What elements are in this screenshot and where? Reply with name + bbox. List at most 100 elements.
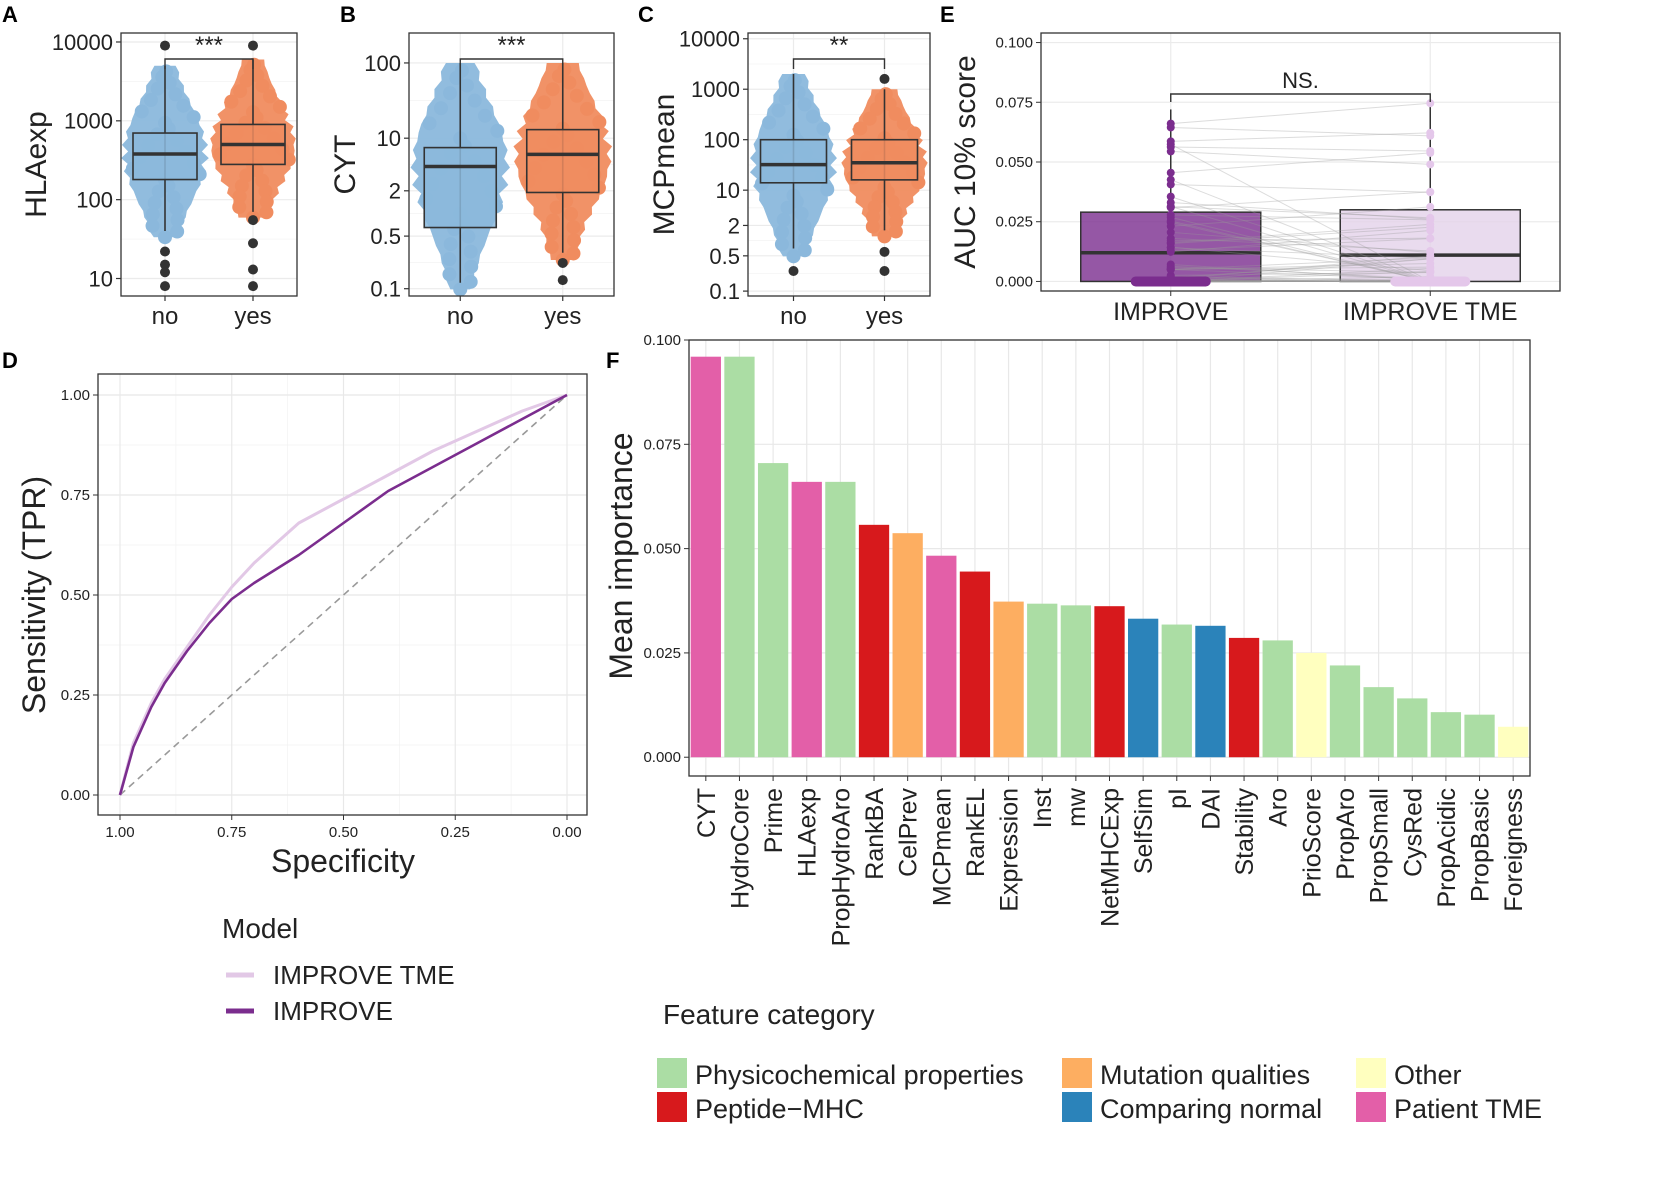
paired-line xyxy=(1170,206,1431,227)
bar-hlaexp xyxy=(791,481,822,758)
x-tick-label: PropAro xyxy=(1332,788,1360,880)
swarm-dot xyxy=(797,218,812,233)
swarm-dot xyxy=(255,173,270,188)
paired-line xyxy=(1170,277,1431,281)
x-tick-label: 0.50 xyxy=(329,824,358,841)
swarm-dot xyxy=(272,99,287,114)
bar-prioscore xyxy=(1296,652,1327,758)
y-tick-label: 0.00 xyxy=(61,787,90,804)
paired-line xyxy=(1170,279,1431,282)
y-tick-label: 0.75 xyxy=(61,487,90,504)
point-improve-tme xyxy=(1426,202,1435,211)
point-cluster-zero xyxy=(1390,276,1471,287)
bar-aro xyxy=(1262,640,1293,758)
y-axis-title: Mean importance xyxy=(603,432,639,679)
swarm-dot xyxy=(170,224,185,239)
swarm-dot xyxy=(145,218,160,233)
legend-label: IMPROVE TME xyxy=(273,960,455,990)
paired-line xyxy=(1170,276,1431,282)
y-tick-label: 0.100 xyxy=(995,35,1033,52)
paired-line xyxy=(1170,214,1431,221)
x-tick-label: 0.00 xyxy=(552,824,581,841)
x-tick-label: RankBA xyxy=(861,788,889,880)
swarm-dot xyxy=(820,182,835,197)
swarm-dot xyxy=(762,115,777,130)
point-cluster-zero xyxy=(1130,276,1211,287)
swarm-dot xyxy=(224,94,239,109)
y-axis-title: Sensitivity (TPR) xyxy=(16,476,52,714)
x-tick-label: 1.00 xyxy=(105,824,134,841)
paired-line xyxy=(1170,226,1431,244)
paired-line xyxy=(1170,258,1431,282)
swarm-dot xyxy=(798,231,813,246)
bar-selfsim xyxy=(1128,618,1159,758)
swarm-dot xyxy=(463,244,478,259)
legend-label: Other xyxy=(1394,1060,1462,1090)
bar-expression xyxy=(993,601,1024,758)
x-tick-label: 0.75 xyxy=(217,824,246,841)
swarm-dot xyxy=(797,97,812,112)
swarm-dot xyxy=(564,207,579,222)
swarm-dot xyxy=(566,246,581,261)
y-tick-label: 0.075 xyxy=(995,94,1033,111)
box-outlier xyxy=(557,257,568,268)
y-tick-label: 0.000 xyxy=(995,273,1033,290)
x-tick-label: PropSmall xyxy=(1366,788,1394,903)
panel-e-auc-boxplot: 0.000 0.025 0.050 0.075 0.100 IMPROVE IMPROVE … xyxy=(949,32,1561,326)
point-improve xyxy=(1166,216,1175,225)
swarm-dot xyxy=(166,190,181,205)
swarm-dot xyxy=(889,214,904,229)
swarm-dot xyxy=(794,206,809,221)
x-tick-label: NetMHCExp xyxy=(1097,788,1125,927)
paired-line xyxy=(1170,221,1431,282)
swarm-dot xyxy=(259,205,274,220)
paired-line xyxy=(1170,126,1431,137)
panel-letter-c: C xyxy=(638,2,654,27)
panel-d-roc-curve: 0.00 0.25 0.50 0.75 1.00 1.00 0.75 0.50 0.25 0.00… xyxy=(16,373,588,1026)
legend-swatch xyxy=(1062,1092,1092,1122)
paired-line xyxy=(1170,231,1431,253)
bar-foreigness xyxy=(1498,726,1529,758)
y-tick-label: 0.025 xyxy=(995,214,1033,231)
box-outlier xyxy=(248,281,258,292)
swarm-dot xyxy=(169,201,184,216)
y-tick-label: 10 xyxy=(89,266,113,291)
paired-line xyxy=(1170,237,1431,242)
box-outlier xyxy=(160,259,170,270)
swarm-dot xyxy=(159,64,174,79)
point-improve xyxy=(1166,137,1175,146)
roc-line-improve-tme xyxy=(118,393,568,796)
legend-swatch xyxy=(1062,1058,1092,1088)
bar-propsmall xyxy=(1363,687,1394,758)
swarm-dot xyxy=(865,219,880,234)
plot-frame xyxy=(120,32,298,297)
paired-line xyxy=(1170,152,1431,174)
swarm-dot xyxy=(791,85,806,100)
y-tick-label: 0.1 xyxy=(709,279,740,304)
y-axis-title: CYT xyxy=(329,135,362,195)
swarm-dot xyxy=(233,84,248,99)
paired-line xyxy=(1170,255,1431,280)
swarm-dot xyxy=(774,237,789,252)
swarm-dot xyxy=(816,121,831,136)
paired-line xyxy=(1170,275,1431,282)
roc-line-improve xyxy=(118,393,568,796)
swarm-dot xyxy=(464,259,479,274)
legend-label: IMPROVE xyxy=(273,996,393,1026)
paired-line xyxy=(1170,279,1431,282)
point-improve-tme xyxy=(1426,187,1435,196)
point-improve xyxy=(1166,142,1175,151)
point-improve-tme xyxy=(1426,215,1435,224)
significance-bracket xyxy=(1170,93,1431,102)
paired-line xyxy=(1170,265,1431,280)
legend-swatch xyxy=(657,1058,687,1088)
swarm-dot xyxy=(477,108,492,123)
point-improve-tme xyxy=(1426,99,1435,108)
panel-letter-f: F xyxy=(606,348,619,373)
significance-label: NS. xyxy=(1282,68,1319,93)
panel-b-cyt-boxplot: 0.1 0.5 2 10 100 no yes CYT *** xyxy=(329,32,615,330)
legend-label: Patient TME xyxy=(1394,1094,1542,1124)
swarm-dot xyxy=(467,93,482,108)
swarm-dot xyxy=(869,101,884,116)
y-tick-label: 100 xyxy=(76,188,113,213)
